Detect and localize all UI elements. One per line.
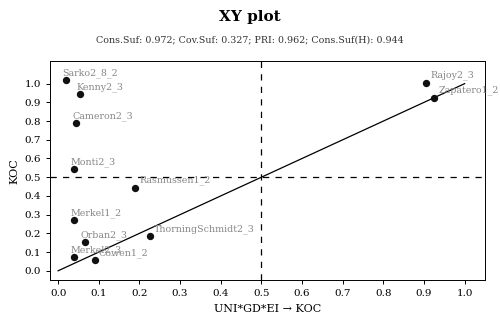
Y-axis label: KOC: KOC — [9, 158, 19, 184]
Point — [70, 166, 78, 171]
Point — [80, 239, 88, 244]
Text: Kenny2_3: Kenny2_3 — [76, 82, 124, 92]
Text: Sarko2_8_2: Sarko2_8_2 — [62, 68, 118, 78]
Text: Cons.Suf: 0.972; Cov.Suf: 0.327; PRI: 0.962; Cons.Suf(H): 0.944: Cons.Suf: 0.972; Cov.Suf: 0.327; PRI: 0.… — [96, 35, 404, 44]
Text: Cameron2_3: Cameron2_3 — [72, 111, 133, 121]
Point — [422, 80, 430, 85]
Point — [62, 77, 70, 82]
Text: Rasmussen1_2: Rasmussen1_2 — [140, 175, 210, 185]
Point — [90, 258, 98, 263]
Text: XY plot: XY plot — [219, 10, 281, 24]
Text: Orban2_3: Orban2_3 — [80, 230, 128, 240]
Text: Monti2_3: Monti2_3 — [70, 157, 116, 166]
Text: Rajoy2_3: Rajoy2_3 — [430, 71, 474, 80]
Text: Merkel1_2: Merkel1_2 — [70, 208, 122, 218]
Point — [132, 185, 140, 190]
Point — [76, 91, 84, 97]
Text: Zapatero1_2: Zapatero1_2 — [438, 86, 498, 95]
Point — [146, 233, 154, 239]
Point — [70, 254, 78, 259]
Point — [430, 95, 438, 100]
Text: ThorningSchmidt2_3: ThorningSchmidt2_3 — [154, 224, 254, 234]
X-axis label: UNI*GD*EI → KOC: UNI*GD*EI → KOC — [214, 304, 321, 314]
Point — [72, 120, 80, 126]
Text: Merkel2_3: Merkel2_3 — [70, 245, 122, 254]
Text: Cowen1_2: Cowen1_2 — [99, 249, 148, 258]
Point — [70, 218, 78, 223]
